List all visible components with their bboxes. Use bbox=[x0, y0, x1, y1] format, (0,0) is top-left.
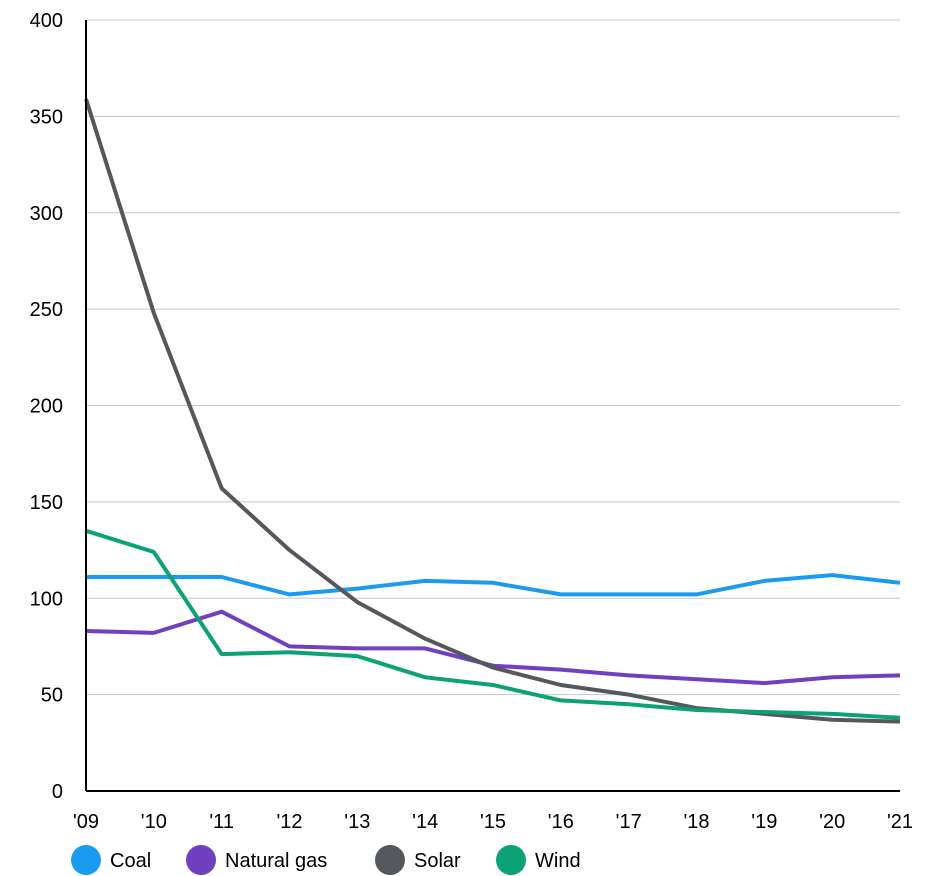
series-lines bbox=[84, 98, 901, 724]
y-tick-label: 0 bbox=[52, 781, 63, 803]
x-tick-label: '13 bbox=[344, 811, 370, 833]
series-line-solar bbox=[84, 98, 901, 724]
series-line-wind bbox=[85, 528, 901, 720]
legend-label-wind: Wind bbox=[535, 850, 581, 872]
series-line-natural-gas bbox=[85, 609, 901, 686]
x-tick-label: '15 bbox=[480, 811, 506, 833]
series-line-coal bbox=[86, 573, 901, 597]
legend-label-solar: Solar bbox=[414, 850, 461, 872]
y-tick-label: 400 bbox=[30, 10, 63, 32]
legend-marker-solar bbox=[375, 845, 405, 875]
x-tick-label: '18 bbox=[683, 811, 709, 833]
y-tick-label: 200 bbox=[30, 396, 63, 418]
legend-marker-wind bbox=[496, 845, 526, 875]
y-axis-tick-labels: 0 50 100 150 200 250 300 350 400 bbox=[30, 10, 63, 803]
x-tick-label: '19 bbox=[751, 811, 777, 833]
x-tick-label: '16 bbox=[548, 811, 574, 833]
y-tick-label: 300 bbox=[30, 203, 63, 225]
y-tick-label: 350 bbox=[30, 106, 63, 128]
x-tick-label: '17 bbox=[616, 811, 642, 833]
legend-label-natural-gas: Natural gas bbox=[225, 850, 327, 872]
legend: Coal Natural gas Solar Wind bbox=[71, 845, 581, 875]
gridlines bbox=[86, 19, 900, 696]
x-tick-label: '14 bbox=[412, 811, 438, 833]
x-axis-tick-labels: '09 '10 '11 '12 '13 '14 '15 '16 '17 '18 '19 '20 '21 bbox=[73, 811, 913, 833]
x-tick-label: '09 bbox=[73, 811, 99, 833]
legend-marker-coal bbox=[71, 845, 101, 875]
x-tick-label: '10 bbox=[141, 811, 167, 833]
legend-label-coal: Coal bbox=[110, 850, 151, 872]
y-tick-label: 50 bbox=[41, 685, 63, 707]
y-tick-label: 150 bbox=[30, 492, 63, 514]
x-tick-label: '20 bbox=[819, 811, 845, 833]
x-tick-label: '21 bbox=[887, 811, 913, 833]
y-tick-label: 250 bbox=[30, 299, 63, 321]
x-tick-label: '11 bbox=[209, 811, 234, 833]
y-tick-label: 100 bbox=[30, 588, 63, 610]
legend-marker-natural-gas bbox=[186, 845, 216, 875]
x-tick-label: '12 bbox=[276, 811, 302, 833]
